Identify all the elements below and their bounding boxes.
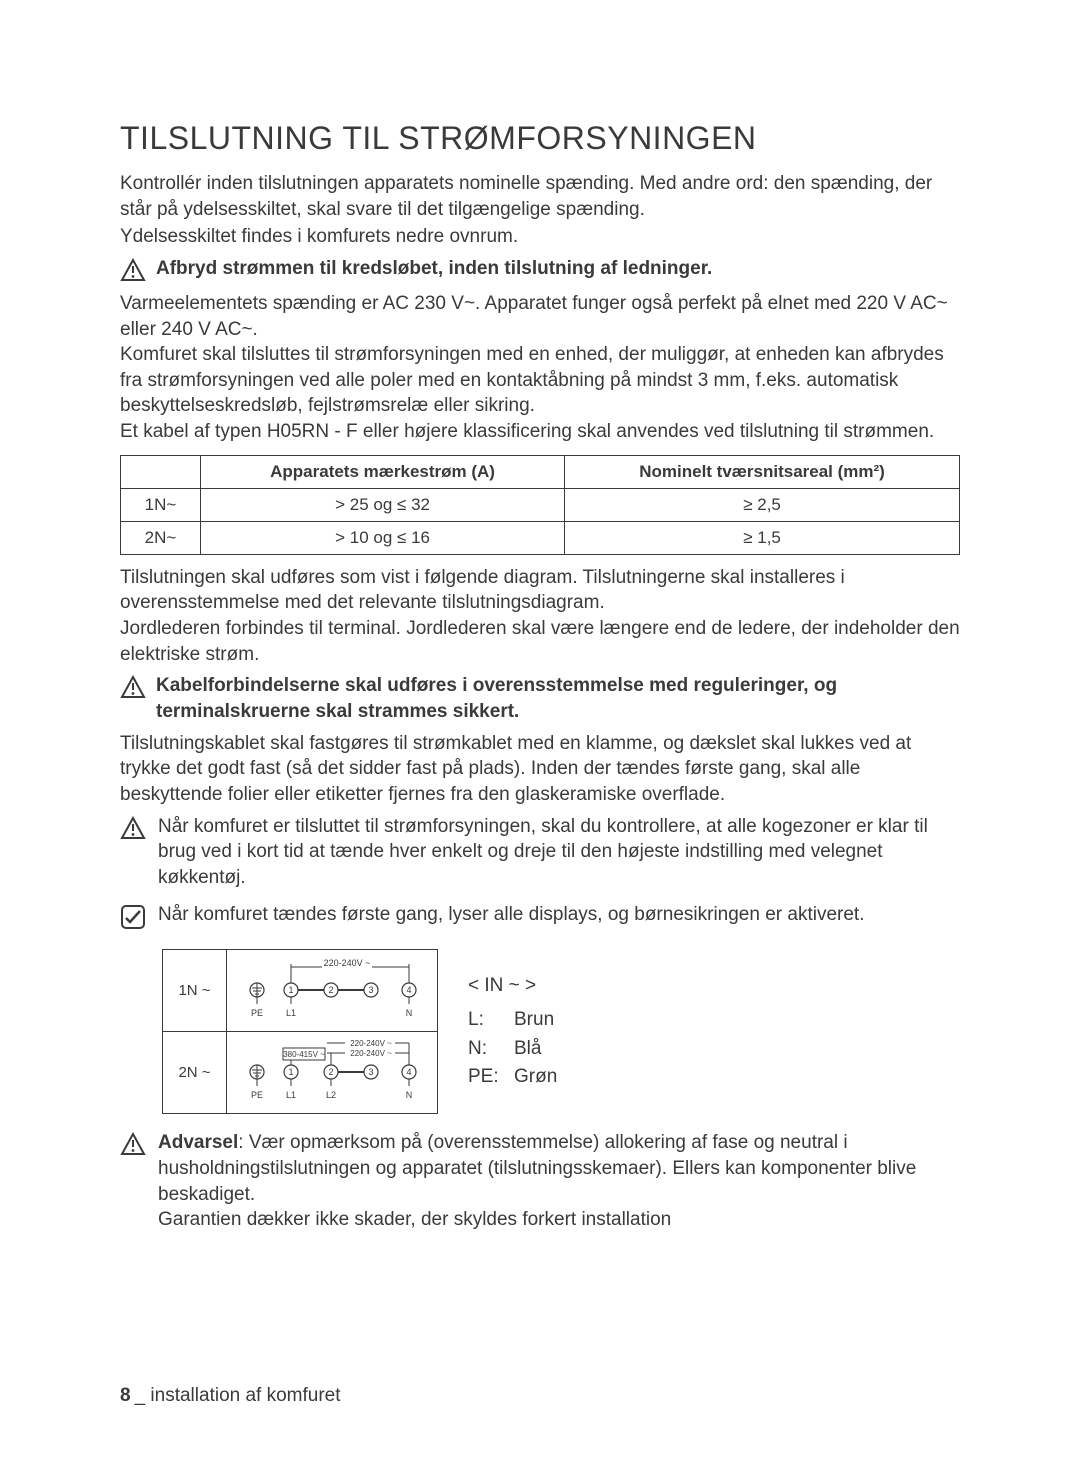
- warning-icon: [120, 816, 146, 845]
- wiring-diagram-1n: 220-240V ~ PE 1: [227, 950, 438, 1032]
- legend-val: Blå: [514, 1035, 541, 1064]
- svg-text:220-240V ~: 220-240V ~: [350, 1039, 392, 1048]
- wiring-table: 1N ~ 220-240V ~ PE: [162, 949, 438, 1114]
- warning-icon: [120, 258, 146, 287]
- svg-text:PE: PE: [251, 1090, 263, 1100]
- th-current: Apparatets mærkestrøm (A): [201, 455, 565, 488]
- svg-text:3: 3: [368, 985, 373, 995]
- cell: > 10 og ≤ 16: [201, 521, 565, 554]
- note-1: Når komfuret tændes første gang, lyser a…: [120, 902, 960, 935]
- svg-text:1: 1: [288, 1067, 293, 1077]
- page-footer: 8_ installation af komfuret: [120, 1385, 341, 1407]
- legend-key: L:: [468, 1006, 500, 1035]
- warning-3: Når komfuret er tilsluttet til strømfors…: [120, 814, 960, 891]
- cell: 2N~: [121, 521, 201, 554]
- cell: > 25 og ≤ 32: [201, 488, 565, 521]
- page-number: 8: [120, 1385, 131, 1406]
- block1-p2: Komfuret skal tilsluttes til strømforsyn…: [120, 342, 960, 419]
- svg-text:PE: PE: [251, 1008, 263, 1018]
- warning-icon: [120, 675, 146, 704]
- warning-1: Afbryd strømmen til kredsløbet, inden ti…: [120, 256, 960, 287]
- warning-4: Advarsel: Vær opmærksom på (overensstemm…: [120, 1130, 960, 1233]
- wiring-row-2n: 2N ~ 380-415V ~ 220-240V ~ 220-240V ~: [163, 1032, 438, 1114]
- legend-row: N: Blå: [468, 1035, 557, 1064]
- legend-header: < IN ~ >: [468, 972, 557, 1001]
- page-title: TILSLUTNING TIL STRØMFORSYNINGEN: [120, 120, 960, 157]
- wiring-label-1n: 1N ~: [163, 950, 227, 1032]
- svg-text:L1: L1: [286, 1090, 296, 1100]
- block3-p1: Tilslutningskablet skal fastgøres til st…: [120, 731, 960, 808]
- wiring-row-1n: 1N ~ 220-240V ~ PE: [163, 950, 438, 1032]
- block3: Tilslutningskablet skal fastgøres til st…: [120, 731, 960, 808]
- svg-text:220-240V ~: 220-240V ~: [324, 958, 371, 968]
- block1-p1: Varmeelementets spænding er AC 230 V~. A…: [120, 291, 960, 342]
- table-row: 2N~ > 10 og ≤ 16 ≥ 1,5: [121, 521, 960, 554]
- block2-p2: Jordlederen forbindes til terminal. Jord…: [120, 616, 960, 667]
- svg-text:4: 4: [406, 985, 411, 995]
- table-row: 1N~ > 25 og ≤ 32 ≥ 2,5: [121, 488, 960, 521]
- legend-key: PE:: [468, 1063, 500, 1092]
- svg-text:4: 4: [406, 1067, 411, 1077]
- svg-text:L1: L1: [286, 1008, 296, 1018]
- legend-key: N:: [468, 1035, 500, 1064]
- cell: ≥ 1,5: [565, 521, 960, 554]
- warning-icon: [120, 1132, 146, 1161]
- warning-4-p1: Advarsel: Vær opmærksom på (overensstemm…: [158, 1130, 960, 1207]
- svg-text:2: 2: [328, 1067, 333, 1077]
- warning-2: Kabelforbindelserne skal udføres i overe…: [120, 673, 960, 726]
- section-name: _ installation af komfuret: [135, 1385, 341, 1406]
- cell: ≥ 2,5: [565, 488, 960, 521]
- svg-text:1: 1: [288, 985, 293, 995]
- th-area: Nominelt tværsnitsareal (mm²): [565, 455, 960, 488]
- block2: Tilslutningen skal udføres som vist i fø…: [120, 565, 960, 668]
- svg-text:N: N: [406, 1090, 413, 1100]
- legend-row: PE: Grøn: [468, 1063, 557, 1092]
- legend-val: Grøn: [514, 1063, 557, 1092]
- wiring-legend: < IN ~ > L: Brun N: Blå PE: Grøn: [468, 972, 557, 1092]
- th-blank: [121, 455, 201, 488]
- intro-p1: Kontrollér inden tilslutningen apparatet…: [120, 171, 960, 222]
- legend-val: Brun: [514, 1006, 554, 1035]
- block1: Varmeelementets spænding er AC 230 V~. A…: [120, 291, 960, 445]
- table-header-row: Apparatets mærkestrøm (A) Nominelt tværs…: [121, 455, 960, 488]
- block1-p3: Et kabel af typen H05RN - F eller højere…: [120, 419, 960, 445]
- note-1-text: Når komfuret tændes første gang, lyser a…: [158, 902, 960, 928]
- block2-p1: Tilslutningen skal udføres som vist i fø…: [120, 565, 960, 616]
- cell: 1N~: [121, 488, 201, 521]
- svg-text:380-415V ~: 380-415V ~: [283, 1050, 325, 1059]
- legend-row: L: Brun: [468, 1006, 557, 1035]
- warning-1-text: Afbryd strømmen til kredsløbet, inden ti…: [156, 256, 960, 282]
- wiring-label-2n: 2N ~: [163, 1032, 227, 1114]
- warning-3-text: Når komfuret er tilsluttet til strømfors…: [158, 814, 960, 891]
- wiring-diagram-2n: 380-415V ~ 220-240V ~ 220-240V ~: [227, 1032, 438, 1114]
- svg-text:3: 3: [368, 1067, 373, 1077]
- spec-table: Apparatets mærkestrøm (A) Nominelt tværs…: [120, 455, 960, 555]
- svg-text:L2: L2: [326, 1090, 336, 1100]
- warning-2-text: Kabelforbindelserne skal udføres i overe…: [156, 673, 960, 724]
- svg-text:N: N: [406, 1008, 413, 1018]
- intro-p2: Ydelsesskiltet findes i komfurets nedre …: [120, 224, 960, 250]
- svg-text:220-240V ~: 220-240V ~: [350, 1049, 392, 1058]
- wiring-diagram-row: 1N ~ 220-240V ~ PE: [162, 949, 960, 1114]
- note-icon: [120, 904, 146, 935]
- warning-4-p2: Garantien dækker ikke skader, der skylde…: [158, 1207, 960, 1233]
- svg-text:2: 2: [328, 985, 333, 995]
